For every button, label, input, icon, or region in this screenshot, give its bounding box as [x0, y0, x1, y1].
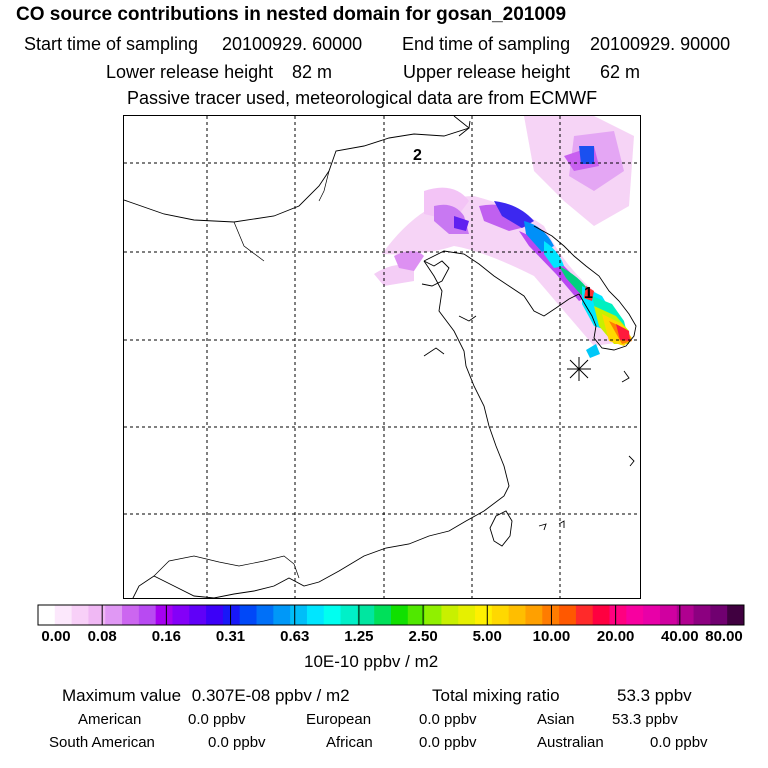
colorbar-swatch [659, 605, 678, 625]
max-value-label: Maximum value [62, 686, 182, 705]
colorbar-swatch [239, 605, 258, 625]
region-name: European [306, 711, 372, 728]
upper-release-label: Upper release height [403, 62, 571, 82]
boundaries [153, 170, 330, 579]
colorbar-swatch [676, 605, 695, 625]
colorbar-swatch [609, 605, 627, 625]
colorbar-tick-label: 5.00 [472, 628, 502, 645]
colorbar-tick-label: 0.00 [41, 628, 71, 645]
colorbar-swatch [138, 605, 157, 625]
tracer-note: Passive tracer used, meteorological data… [127, 88, 598, 108]
colorbar-swatch [575, 605, 594, 625]
colorbar-swatch [122, 605, 140, 625]
colorbar-swatch [54, 605, 73, 625]
total-mixing-value: 53.3 ppbv [617, 686, 692, 705]
map-panel: 2 1 [123, 115, 641, 599]
colorbar-swatch [727, 605, 745, 625]
colorbar-swatch [189, 605, 207, 625]
region-value: 0.0 ppbv [419, 734, 477, 751]
region-name: Australian [537, 734, 604, 751]
colorbar-tick-label: 0.63 [280, 628, 310, 645]
colorbar-tick-label: 1.25 [344, 628, 374, 645]
colorbar-swatch [508, 605, 526, 625]
colorbar-swatch [458, 605, 476, 625]
colorbar-tick-label: 10.00 [532, 628, 571, 645]
colorbar-swatch [424, 605, 442, 625]
colorbar-swatch [340, 605, 358, 625]
colorbar-swatch [525, 605, 543, 625]
colorbar-swatch [172, 605, 190, 625]
region-value: 0.0 ppbv [208, 734, 266, 751]
start-time-value: 20100929. 60000 [222, 34, 363, 54]
colorbar-swatch [559, 605, 577, 625]
map-canvas: 2 1 [124, 116, 640, 598]
region-name: Asian [537, 711, 575, 728]
region-value: 0.0 ppbv [188, 711, 246, 728]
colorbar-swatch [155, 605, 173, 625]
colorbar-swatch [592, 605, 611, 625]
colorbar-swatch [256, 605, 274, 625]
colorbar-swatch [105, 605, 123, 625]
colorbar-swatch [643, 605, 661, 625]
colorbar-swatch [407, 605, 426, 625]
end-time-label: End time of sampling [402, 34, 571, 54]
colorbar-border [37, 604, 745, 626]
colorbar-swatch [206, 605, 224, 625]
colorbar-tick-label: 0.31 [215, 628, 246, 645]
colorbar-swatch [626, 605, 644, 625]
region-name: South American [49, 734, 155, 751]
region-value: 0.0 ppbv [419, 711, 477, 728]
region-value: 53.3 ppbv [612, 711, 678, 728]
colorbar-swatch [306, 605, 325, 625]
colorbar-swatch [693, 605, 711, 625]
max-value-line: Maximum value 0.307E-08 ppbv / m2 [62, 686, 350, 706]
point-label-2: 2 [413, 147, 422, 164]
lower-release-value: 82 m [292, 62, 333, 82]
upper-release-value: 62 m [600, 62, 641, 82]
colorbar-swatch [222, 605, 241, 625]
colorbar-swatch [71, 605, 89, 625]
colorbar-swatch [357, 605, 375, 625]
colorbar [37, 604, 745, 626]
colorbar-tick-label: 40.00 [661, 628, 699, 645]
colorbar-tick-label: 80.00 [705, 628, 743, 645]
colorbar-swatch [323, 605, 342, 625]
colorbar-tick-label: 0.16 [151, 628, 181, 645]
colorbar-tick-label: 0.08 [87, 628, 117, 645]
colorbar-swatch [710, 605, 728, 625]
colorbar-swatch [290, 605, 308, 625]
colorbar-swatch [88, 605, 106, 625]
colorbar-swatch [475, 605, 493, 625]
region-value: 0.0 ppbv [650, 734, 708, 751]
colorbar-swatch [38, 605, 56, 625]
lat-lon-grid [124, 116, 640, 598]
region-name: American [78, 711, 142, 728]
total-mixing-label: Total mixing ratio [432, 686, 560, 705]
colorbar-swatch [441, 605, 459, 625]
colorbar-swatch [491, 605, 510, 625]
colorbar-swatch [273, 605, 291, 625]
plot-title: CO source contributions in nested domain… [16, 4, 567, 25]
colorbar-tick-label: 20.00 [596, 628, 635, 645]
colorbar-swatch [542, 605, 560, 625]
asterisk-marker [567, 357, 591, 381]
lower-release-label: Lower release height [106, 62, 274, 82]
max-value: 0.307E-08 ppbv / m2 [191, 686, 350, 705]
tracer-plume [374, 116, 634, 358]
point-label-1: 1 [584, 285, 593, 302]
end-time-value: 20100929. 90000 [590, 34, 731, 54]
colorbar-units: 10E-10 ppbv / m2 [304, 652, 439, 671]
start-time-label: Start time of sampling [24, 34, 199, 54]
colorbar-tick-label: 2.50 [408, 628, 438, 645]
colorbar-swatch [374, 605, 392, 625]
colorbar-swatch [391, 605, 409, 625]
region-name: African [326, 734, 373, 751]
